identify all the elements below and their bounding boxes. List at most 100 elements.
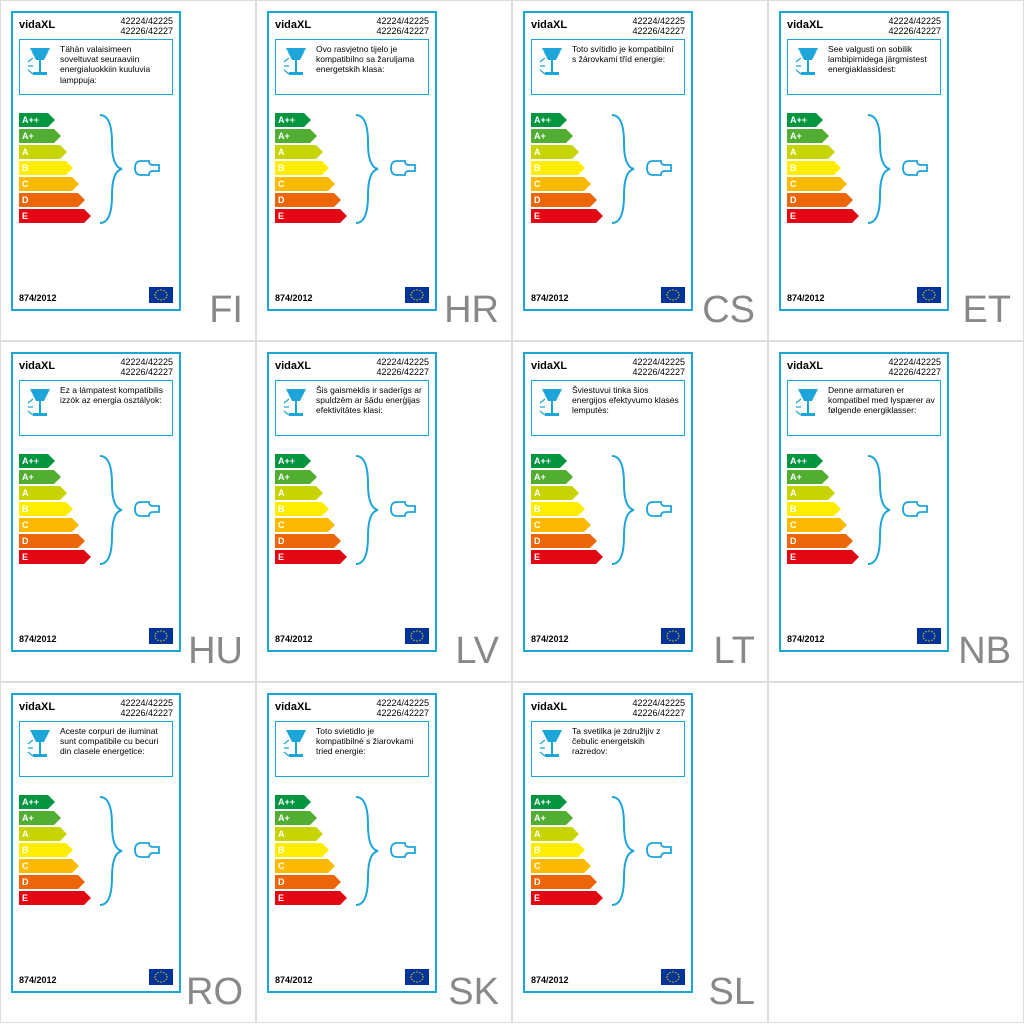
energy-arrow: B	[787, 161, 859, 175]
energy-arrows: A++ A+ A B C D E	[531, 454, 603, 566]
energy-arrow: A+	[531, 129, 603, 143]
bracket	[610, 454, 636, 566]
energy-arrow: D	[787, 534, 859, 548]
language-code: ET	[962, 289, 1011, 332]
model-text: 42224/4222542226/42227	[632, 358, 685, 378]
energy-arrow: E	[19, 891, 91, 905]
energy-arrows: A++ A+ A B C D E	[787, 454, 859, 566]
energy-arrow: C	[531, 177, 603, 191]
energy-arrows: A++ A+ A B C D E	[531, 795, 603, 907]
energy-arrow: C	[275, 859, 347, 873]
description-text: See valgusti on sobilik lambipirnidega j…	[824, 44, 936, 75]
description-box: Tähän valaisimeen soveltuvat seuraaviin …	[19, 39, 173, 95]
eu-flag	[917, 628, 941, 644]
brand-text: vidaXL	[275, 360, 311, 372]
energy-arrow: D	[787, 193, 859, 207]
energy-arrow: B	[19, 502, 91, 516]
energy-arrows: A++ A+ A B C D E	[275, 454, 347, 566]
energy-label: vidaXL 42224/4222542226/42227 Šis gaisme…	[267, 352, 437, 652]
energy-arrow: E	[531, 550, 603, 564]
lamp-icon	[538, 385, 566, 421]
description-box: Ez a lámpatest kompatibilis izzók az ene…	[19, 380, 173, 436]
energy-arrow: E	[19, 550, 91, 564]
language-code: LT	[713, 630, 755, 673]
bulb-icon	[901, 158, 929, 178]
brand-text: vidaXL	[275, 701, 311, 713]
energy-arrow: E	[19, 209, 91, 223]
brand-text: vidaXL	[787, 19, 823, 31]
brand-text: vidaXL	[531, 360, 567, 372]
eu-flag	[661, 969, 685, 985]
regulation-text: 874/2012	[275, 975, 313, 985]
lamp-icon	[538, 726, 566, 762]
lamp-icon	[26, 726, 54, 762]
regulation-text: 874/2012	[531, 293, 569, 303]
energy-label: vidaXL 42224/4222542226/42227 Denne arma…	[779, 352, 949, 652]
language-code: NB	[958, 630, 1011, 673]
energy-arrows: A++ A+ A B C D E	[19, 113, 91, 225]
regulation-text: 874/2012	[19, 634, 57, 644]
eu-flag-box	[149, 287, 173, 303]
grid-cell: vidaXL 42224/4222542226/42227 Denne arma…	[768, 341, 1024, 682]
energy-arrow: E	[787, 209, 859, 223]
energy-arrow: D	[19, 875, 91, 889]
bulb-icon	[389, 499, 417, 519]
regulation-text: 874/2012	[787, 293, 825, 303]
energy-arrow: A+	[275, 129, 347, 143]
energy-label: vidaXL 42224/4222542226/42227 Tähän vala…	[11, 11, 181, 311]
energy-arrow: B	[787, 502, 859, 516]
description-text: Toto svietidlo je kompatibilné s žiarovk…	[312, 726, 424, 757]
energy-arrow: C	[275, 518, 347, 532]
energy-arrow: A+	[19, 470, 91, 484]
energy-arrow: A++	[275, 454, 347, 468]
lamp-icon	[282, 385, 310, 421]
grid-cell: vidaXL 42224/4222542226/42227 Aceste cor…	[0, 682, 256, 1023]
energy-arrow: A	[19, 827, 91, 841]
bulb-icon	[901, 499, 929, 519]
brand-text: vidaXL	[19, 701, 55, 713]
description-text: Šis gaismeklis ir saderīgs ar spuldzēm a…	[312, 385, 424, 416]
energy-arrow: C	[19, 859, 91, 873]
energy-label: vidaXL 42224/4222542226/42227 Aceste cor…	[11, 693, 181, 993]
brand-text: vidaXL	[531, 701, 567, 713]
energy-arrows: A++ A+ A B C D E	[275, 795, 347, 907]
brand-text: vidaXL	[531, 19, 567, 31]
energy-arrow: A+	[275, 470, 347, 484]
energy-arrow: D	[531, 875, 603, 889]
eu-flag-box	[661, 628, 685, 644]
model-text: 42224/4222542226/42227	[888, 17, 941, 37]
description-text: Ez a lámpatest kompatibilis izzók az ene…	[56, 385, 168, 405]
lamp-icon	[538, 44, 566, 80]
grid-cell: vidaXL 42224/4222542226/42227 Šviestuvui…	[512, 341, 768, 682]
energy-arrow: E	[275, 550, 347, 564]
language-code: LV	[455, 630, 499, 673]
grid-cell: vidaXL 42224/4222542226/42227 Tähän vala…	[0, 0, 256, 341]
energy-arrow: A	[787, 145, 859, 159]
energy-arrow: B	[275, 502, 347, 516]
eu-flag	[661, 628, 685, 644]
eu-flag	[149, 287, 173, 303]
brand-text: vidaXL	[787, 360, 823, 372]
energy-arrow: E	[275, 209, 347, 223]
model-text: 42224/4222542226/42227	[376, 17, 429, 37]
bulb-icon	[645, 499, 673, 519]
energy-label: vidaXL 42224/4222542226/42227 See valgus…	[779, 11, 949, 311]
energy-arrow: B	[19, 843, 91, 857]
description-box: See valgusti on sobilik lambipirnidega j…	[787, 39, 941, 95]
bracket	[354, 113, 380, 225]
energy-arrow: A++	[275, 795, 347, 809]
description-box: Toto svietidlo je kompatibilné s žiarovk…	[275, 721, 429, 777]
energy-arrow: E	[531, 209, 603, 223]
description-box: Šis gaismeklis ir saderīgs ar spuldzēm a…	[275, 380, 429, 436]
energy-arrow: D	[275, 875, 347, 889]
energy-arrow: A++	[19, 113, 91, 127]
regulation-text: 874/2012	[19, 975, 57, 985]
energy-arrow: A	[19, 145, 91, 159]
energy-arrow: A	[275, 145, 347, 159]
eu-flag	[149, 969, 173, 985]
language-code: HR	[444, 289, 499, 332]
grid-cell	[768, 682, 1024, 1023]
energy-arrow: A+	[787, 129, 859, 143]
eu-flag-box	[149, 628, 173, 644]
eu-flag	[405, 287, 429, 303]
